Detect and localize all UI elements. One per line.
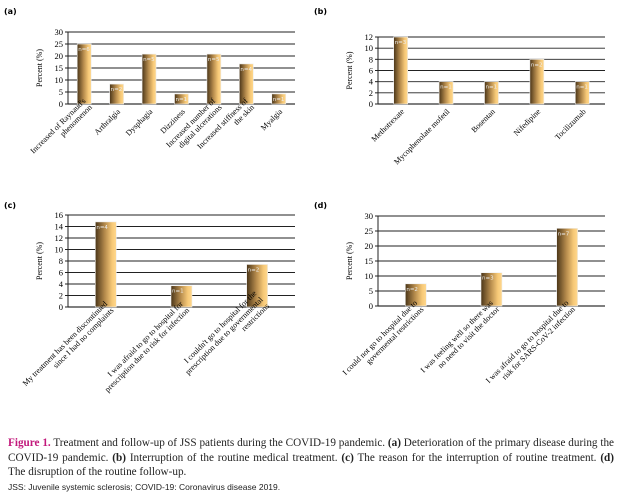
- y-tick-label: 20: [55, 51, 64, 61]
- y-tick-label: 15: [365, 256, 374, 266]
- y-tick-label: 5: [59, 87, 63, 97]
- caption-d: (d): [600, 451, 615, 464]
- bar: [271, 93, 287, 105]
- bar: [484, 81, 499, 105]
- bar-data-label: n=5: [208, 57, 220, 63]
- bar: [174, 93, 189, 105]
- y-tick-label: 0: [59, 99, 63, 109]
- x-tick-label: Arthralgia: [92, 107, 122, 137]
- x-tick-label: My treatment has been discontinuedsince …: [21, 299, 116, 394]
- x-tick-label: I was feeling well so there wasno need t…: [419, 298, 502, 381]
- bar-data-label: n=1: [576, 85, 588, 91]
- y-axis-label: Percent (%): [345, 51, 354, 89]
- y-tick-label: 10: [365, 43, 374, 53]
- y-tick-label: 6: [369, 66, 373, 76]
- y-tick-label: 10: [55, 75, 64, 85]
- panel-label: (b): [314, 7, 327, 16]
- bar: [574, 81, 590, 105]
- y-tick-label: 8: [369, 54, 373, 64]
- x-tick-label: Bosentan: [469, 107, 496, 134]
- bar-data-label: n=1: [172, 289, 184, 295]
- x-tick-label: I could not go to hospital due togoverme…: [341, 298, 426, 383]
- bar: [239, 63, 254, 105]
- caption-text-c: The reason for the interruption of routi…: [353, 451, 601, 464]
- bar-data-label: n=1: [176, 97, 188, 103]
- bar: [141, 53, 157, 105]
- bar: [246, 264, 268, 308]
- bar-data-label: n=1: [486, 85, 498, 91]
- y-tick-label: 4: [59, 279, 64, 289]
- y-tick-label: 4: [369, 77, 374, 87]
- bar: [95, 221, 117, 308]
- y-tick-label: 14: [55, 222, 64, 232]
- bar-data-label: n=5: [143, 57, 155, 63]
- bar-data-label: n=4: [96, 225, 108, 231]
- bar-data-label: n=4: [240, 67, 252, 73]
- bar-data-label: n=3: [395, 40, 407, 46]
- bar: [556, 228, 578, 307]
- bar: [529, 59, 545, 105]
- y-tick-label: 10: [365, 271, 374, 281]
- y-tick-label: 0: [369, 301, 373, 311]
- bar-data-label: n=7: [558, 231, 570, 237]
- figure-caption: Figure 1. Treatment and follow-up of JSS…: [8, 436, 614, 480]
- y-tick-label: 0: [59, 302, 63, 312]
- bar-data-label: n=2: [111, 87, 123, 93]
- y-tick-label: 30: [55, 27, 64, 37]
- y-tick-label: 6: [59, 268, 63, 278]
- bar-data-label: n=1: [273, 97, 285, 103]
- panel-label: (c): [4, 201, 16, 210]
- bar: [480, 272, 503, 307]
- bar: [170, 285, 193, 308]
- caption-text: Treatment and follow-up of JSS patients …: [50, 437, 388, 449]
- bar-data-label: n=2: [531, 62, 543, 68]
- caption-c: (c): [341, 451, 354, 464]
- y-tick-label: 0: [369, 99, 373, 109]
- y-tick-label: 2: [369, 88, 373, 98]
- y-axis-label: Percent (%): [35, 242, 44, 280]
- bar-data-label: n=2: [248, 267, 260, 273]
- figure-number: Figure 1.: [8, 437, 51, 449]
- panel-label: (d): [314, 201, 327, 210]
- bar-data-label: n=2: [406, 287, 418, 293]
- panel-label: (a): [4, 7, 17, 16]
- y-tick-label: 25: [55, 39, 64, 49]
- y-axis-label: Percent (%): [345, 242, 354, 280]
- y-tick-label: 15: [55, 63, 64, 73]
- caption-text-d: The disruption of the routine follow-up.: [8, 466, 187, 478]
- y-tick-label: 12: [365, 32, 374, 42]
- caption-text-b: Interruption of the routine medical trea…: [125, 451, 342, 464]
- y-tick-label: 10: [55, 245, 64, 255]
- x-tick-label: Nifedipine: [512, 107, 543, 138]
- y-tick-label: 25: [365, 226, 374, 236]
- y-tick-label: 2: [59, 291, 63, 301]
- bar-data-label: n=6: [78, 47, 90, 53]
- bar: [405, 283, 427, 307]
- bar: [206, 53, 222, 105]
- caption-a: (a): [387, 437, 401, 449]
- bar-data-label: n=1: [440, 85, 452, 91]
- bar: [393, 36, 409, 105]
- x-tick-label: Myalgia: [259, 107, 285, 133]
- bar: [109, 83, 124, 105]
- bar: [438, 81, 454, 105]
- y-tick-label: 5: [369, 286, 373, 296]
- x-tick-label: Dysphagia: [124, 107, 155, 138]
- y-tick-label: 30: [365, 211, 374, 221]
- caption-b: (b): [112, 451, 126, 464]
- x-tick-label: Tocilizumab: [553, 107, 588, 142]
- caption-text-a: Deterioration of the primary disease dur…: [8, 437, 615, 464]
- abbreviation-note: JSS: Juvenile systemic sclerosis; COVID-…: [8, 482, 281, 492]
- bar: [76, 43, 92, 105]
- x-tick-label: Methotrexate: [370, 107, 407, 144]
- y-tick-label: 16: [55, 210, 64, 220]
- y-tick-label: 8: [59, 256, 63, 266]
- y-axis-label: Percent (%): [35, 49, 44, 87]
- y-tick-label: 12: [55, 233, 64, 243]
- bar-data-label: n=3: [482, 276, 494, 282]
- y-tick-label: 20: [365, 241, 374, 251]
